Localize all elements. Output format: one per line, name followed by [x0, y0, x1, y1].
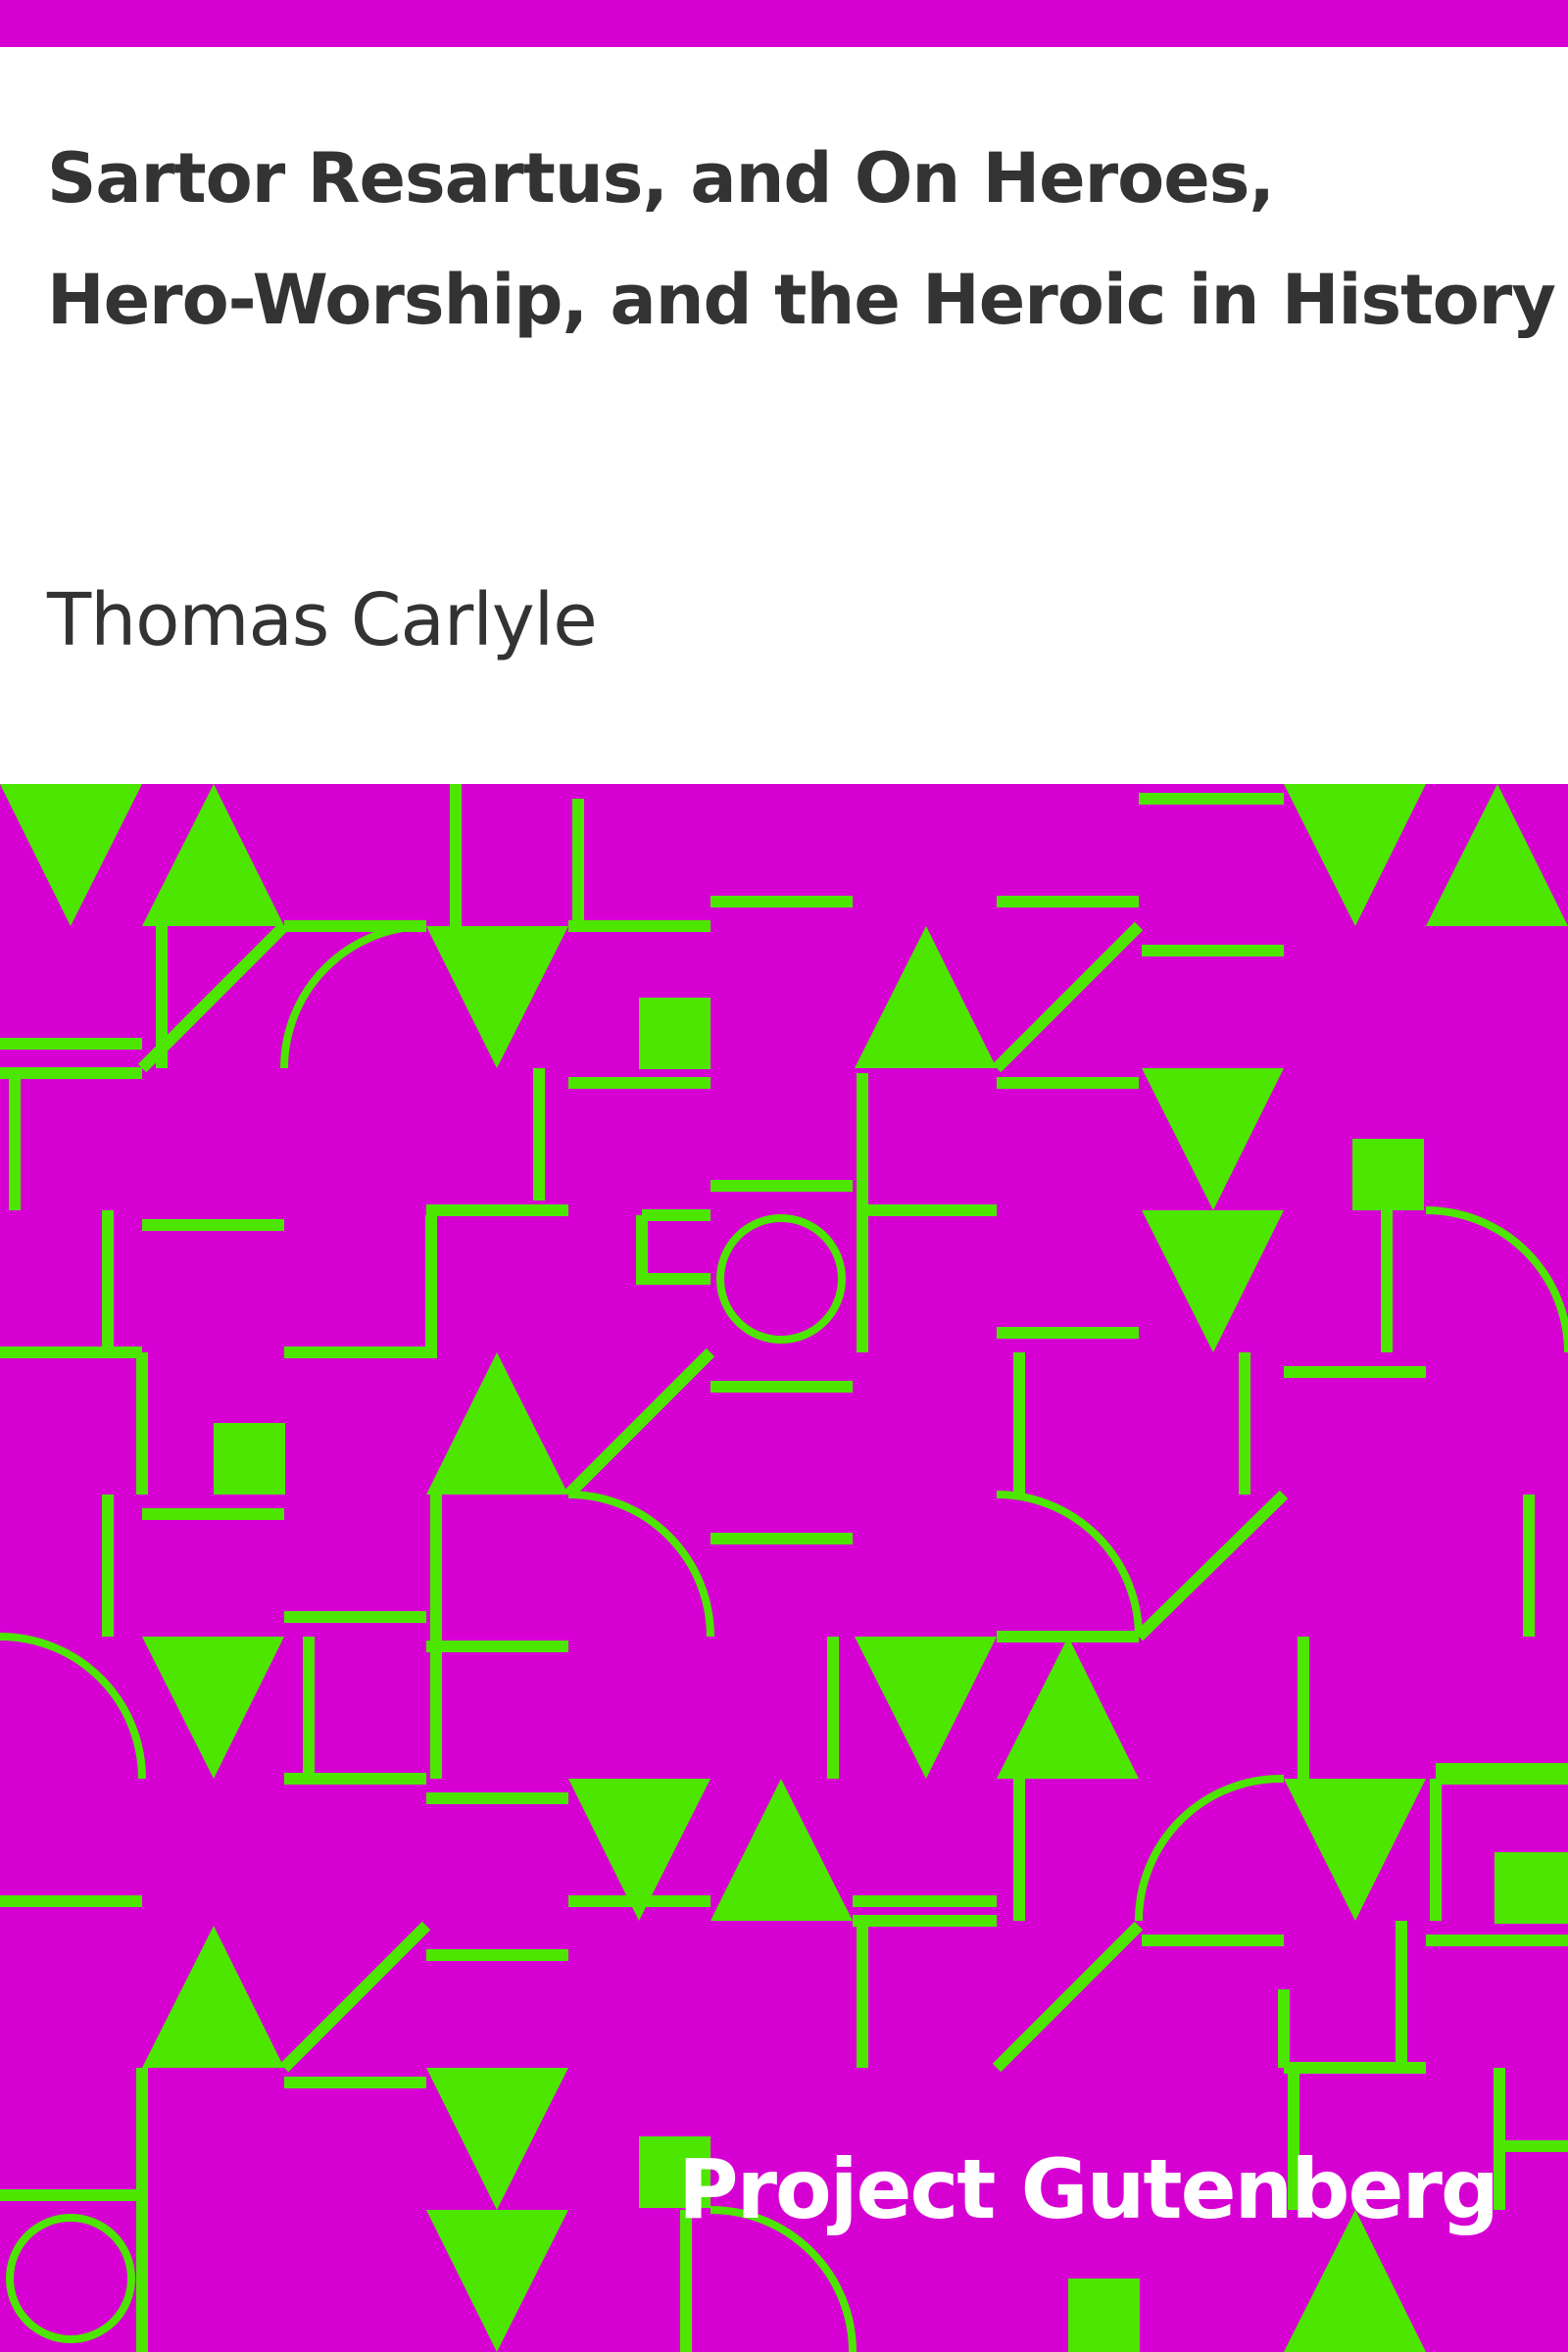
geometric-pattern-icon [0, 784, 1568, 2352]
publisher-name: Project Gutenberg [678, 2141, 1497, 2237]
book-title-line-2: Hero-Worship, and the Heroic in History [47, 239, 1517, 361]
book-title: Sartor Resartus, and On Heroes, Hero-Wor… [47, 118, 1517, 361]
book-title-line-1: Sartor Resartus, and On Heroes, [47, 118, 1517, 239]
book-author: Thomas Carlyle [47, 578, 597, 662]
top-color-bar [0, 0, 1568, 47]
